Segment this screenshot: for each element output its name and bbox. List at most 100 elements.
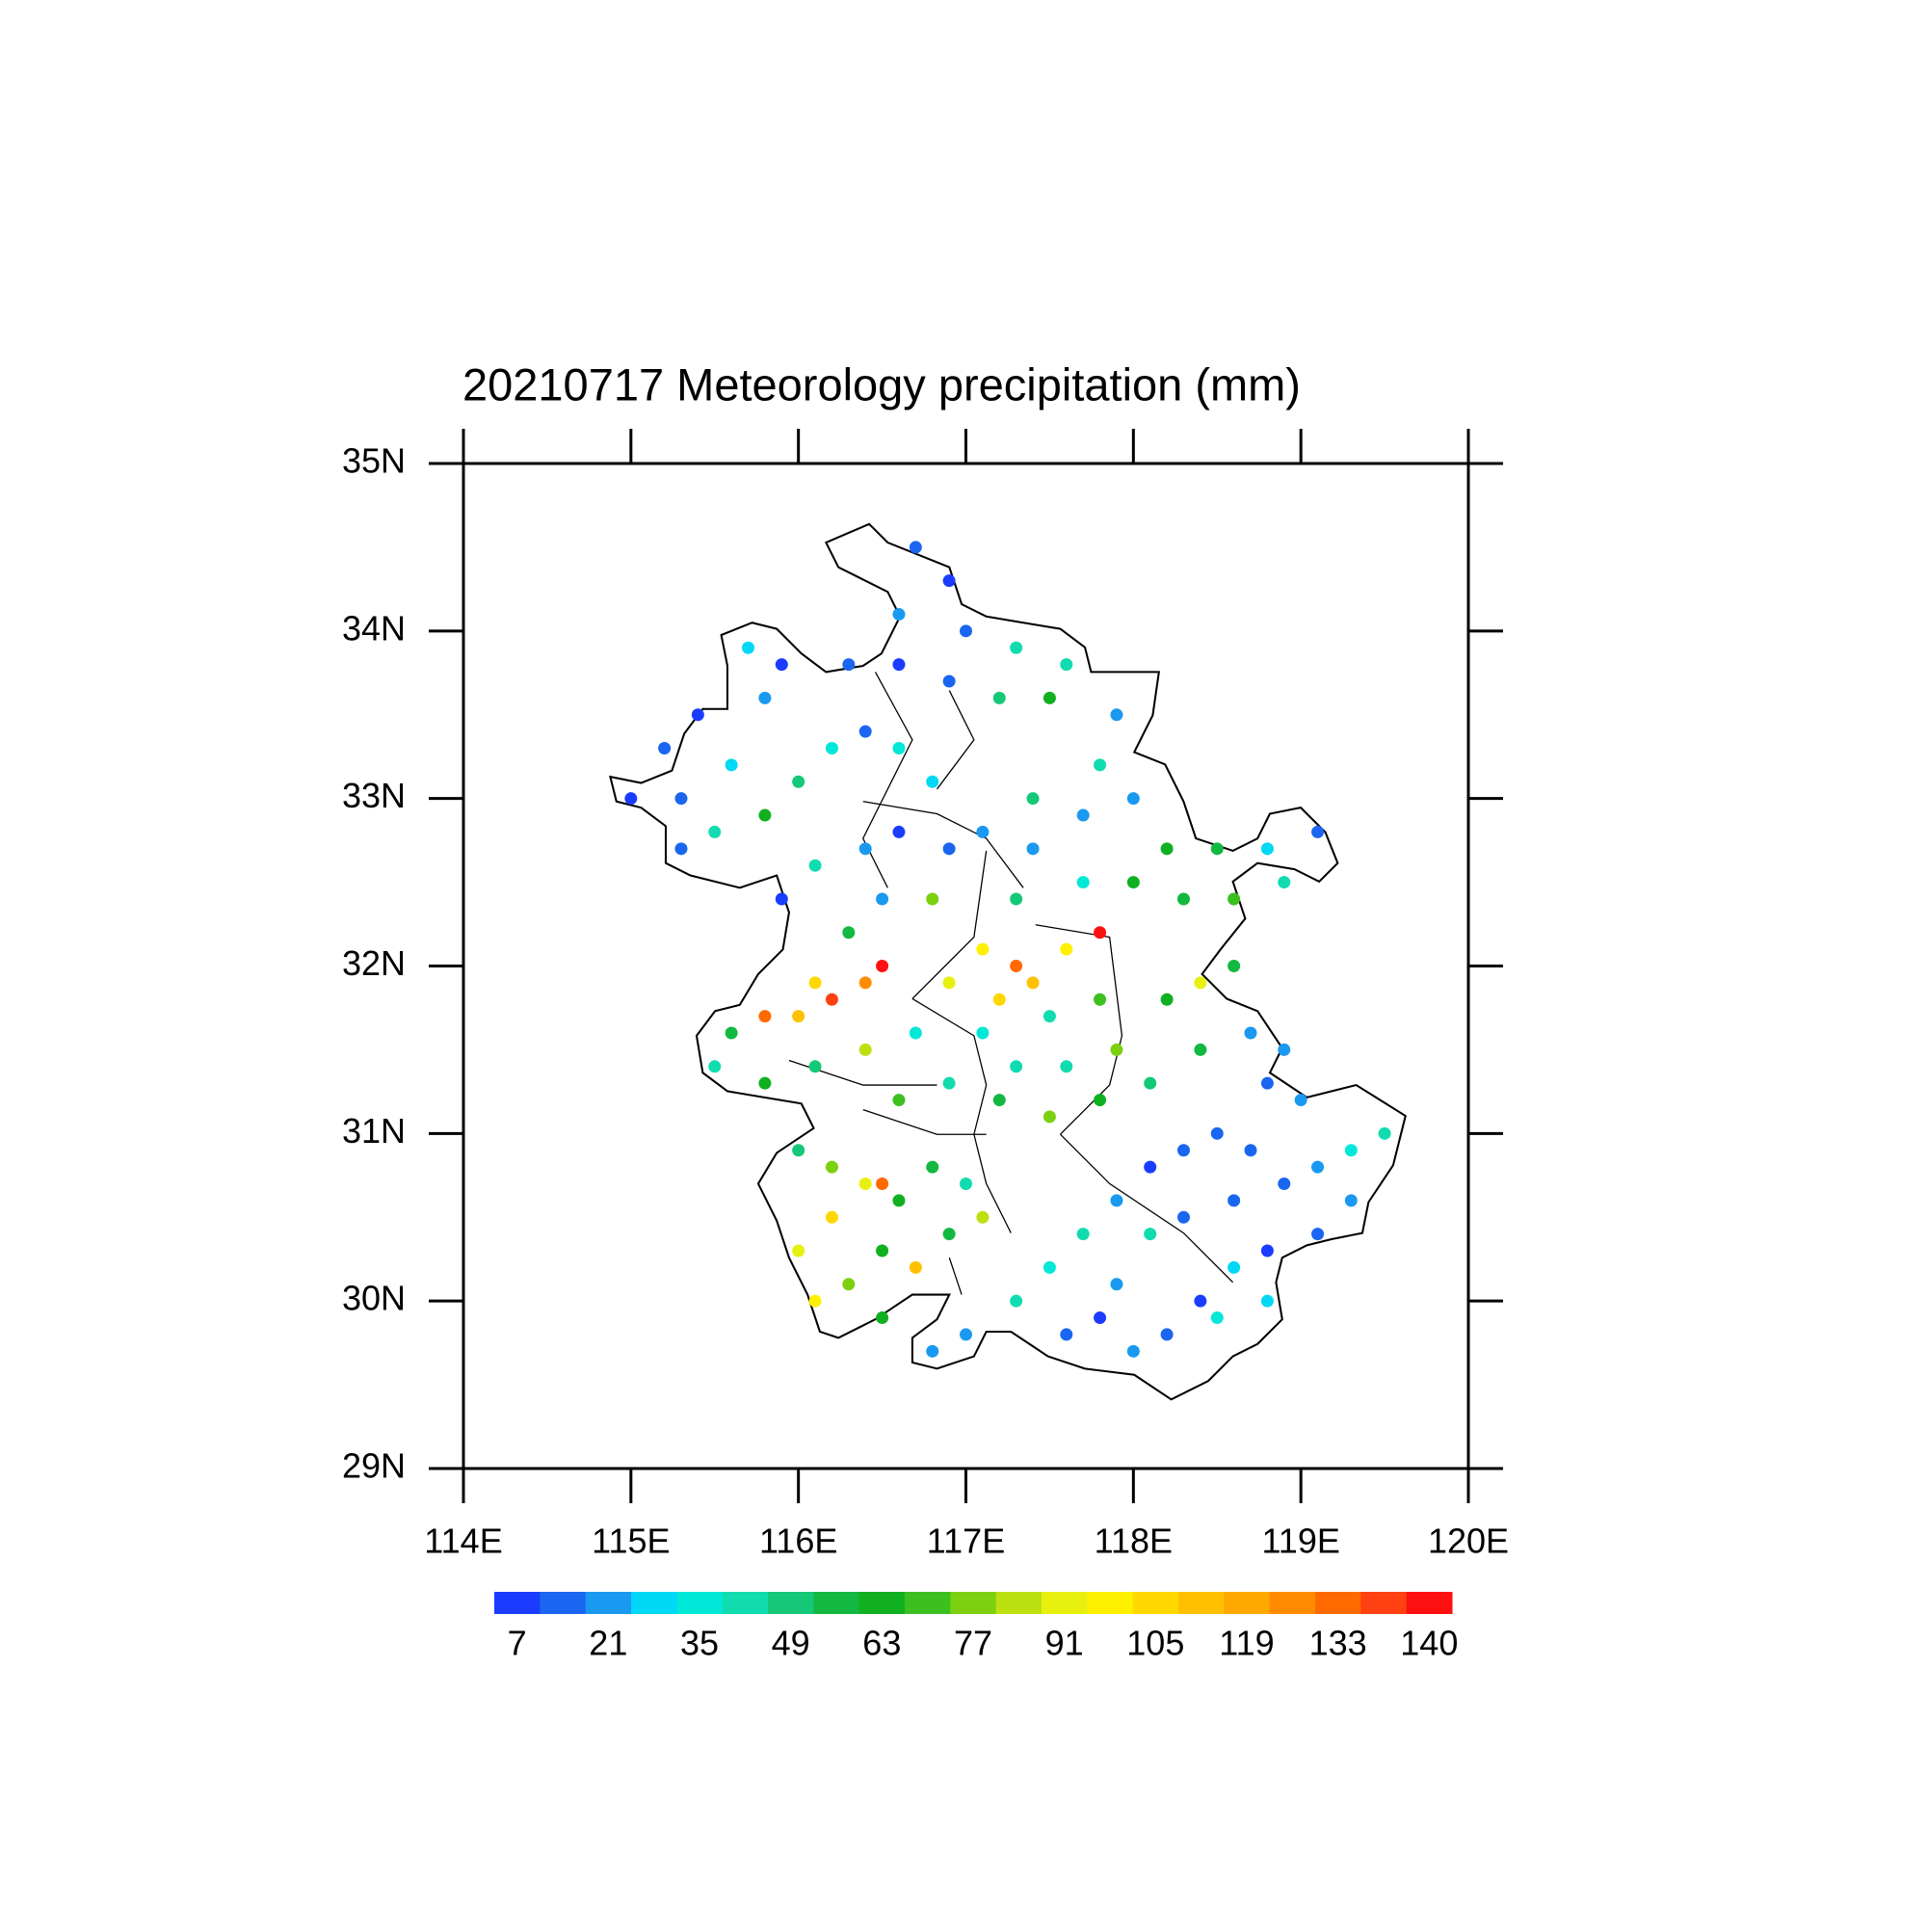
y-tick-label: 33N: [342, 776, 406, 815]
station-point: [960, 1177, 972, 1190]
station-point: [858, 976, 872, 990]
station-point: [1176, 1144, 1190, 1157]
station-point: [1278, 1043, 1291, 1056]
station-point: [1260, 1244, 1274, 1257]
station-point: [1311, 825, 1325, 838]
station-point: [808, 859, 822, 872]
station-point: [876, 892, 889, 906]
colorbar-box: [950, 1592, 997, 1614]
station-point: [725, 1026, 738, 1040]
station-point: [976, 1210, 990, 1224]
station-point: [876, 1177, 889, 1190]
colorbar-box: [1178, 1592, 1225, 1614]
station-point: [674, 842, 688, 856]
station-point: [1260, 1294, 1274, 1308]
station-point: [1194, 976, 1207, 990]
colorbar-box: [1087, 1592, 1134, 1614]
station-point: [1010, 892, 1023, 906]
station-point: [775, 892, 788, 906]
station-point: [1076, 876, 1090, 889]
station-point: [792, 1144, 805, 1157]
station-point: [1043, 1110, 1056, 1124]
station-point: [1260, 1076, 1274, 1090]
station-point: [858, 1043, 872, 1056]
station-point: [808, 1060, 822, 1073]
station-point: [758, 691, 772, 704]
station-point: [1010, 1294, 1023, 1308]
y-tick-label: 34N: [342, 608, 406, 648]
station-point: [976, 942, 990, 956]
colorbar-label: 119: [1219, 1624, 1274, 1663]
colorbar-box: [1224, 1592, 1271, 1614]
station-point: [942, 1076, 956, 1090]
colorbar-box: [494, 1592, 541, 1614]
x-tick-label: 115E: [592, 1522, 670, 1561]
colorbar-label: 7: [508, 1624, 527, 1663]
station-point: [1060, 658, 1073, 672]
station-point: [1010, 641, 1023, 654]
colorbar-label: 77: [954, 1624, 992, 1663]
station-point: [858, 725, 872, 738]
station-point: [942, 1228, 956, 1241]
station-point: [1311, 1228, 1325, 1241]
station-point: [1094, 992, 1107, 1006]
station-point: [1311, 1160, 1325, 1174]
station-point: [742, 641, 755, 654]
colorbar-box: [813, 1592, 860, 1614]
station-point: [825, 742, 838, 755]
station-point: [1144, 1076, 1157, 1090]
station-point: [1076, 1228, 1090, 1241]
colorbar-box: [722, 1592, 769, 1614]
colorbar-box: [1132, 1592, 1179, 1614]
station-point: [1227, 892, 1241, 906]
station-point: [758, 808, 772, 822]
colorbar-box: [540, 1592, 587, 1614]
station-point: [942, 842, 956, 856]
station-point: [1194, 1043, 1207, 1056]
station-point: [1194, 1294, 1207, 1308]
station-point: [1378, 1126, 1391, 1140]
station-point: [976, 825, 990, 838]
station-point: [842, 1278, 856, 1291]
colorbar-label: 140: [1400, 1624, 1458, 1663]
station-point: [825, 1210, 838, 1224]
colorbar-label: 21: [589, 1624, 627, 1663]
station-point: [1244, 1026, 1257, 1040]
station-point: [1126, 792, 1140, 806]
y-tick-label: 29N: [342, 1446, 406, 1486]
x-tick-label: 117E: [927, 1522, 1005, 1561]
station-point: [691, 708, 704, 722]
x-tick-label: 119E: [1261, 1522, 1339, 1561]
colorbar-box: [858, 1592, 906, 1614]
station-point: [1344, 1194, 1358, 1207]
station-point: [876, 960, 889, 972]
station-point: [1210, 1126, 1224, 1140]
station-point: [926, 1160, 939, 1174]
station-point: [1026, 842, 1040, 856]
station-point: [892, 825, 906, 838]
y-tick-label: 32N: [342, 943, 406, 983]
colorbar-box: [585, 1592, 632, 1614]
station-point: [892, 1194, 906, 1207]
station-point: [1160, 992, 1174, 1006]
x-tick-label: 120E: [1428, 1522, 1509, 1561]
station-point: [825, 1160, 838, 1174]
station-point: [1210, 1311, 1224, 1325]
station-point: [876, 1311, 889, 1325]
station-point: [909, 1026, 922, 1040]
colorbar-box: [676, 1592, 724, 1614]
station-point: [942, 675, 956, 688]
station-point: [1110, 1278, 1123, 1291]
station-point: [825, 992, 838, 1006]
station-point: [842, 926, 856, 940]
station-point: [1043, 691, 1056, 704]
station-point: [1244, 1144, 1257, 1157]
station-point: [1094, 1094, 1107, 1107]
station-point: [960, 1328, 972, 1341]
station-point: [1260, 842, 1274, 856]
colorbar-box: [905, 1592, 951, 1614]
colorbar-box: [1360, 1592, 1408, 1614]
station-point: [1144, 1228, 1157, 1241]
colorbar-box: [768, 1592, 814, 1614]
station-point: [992, 691, 1006, 704]
